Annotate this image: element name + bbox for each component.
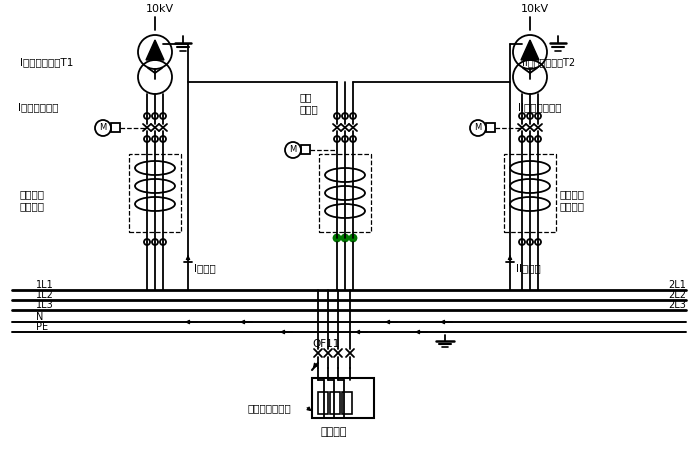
- Text: QF11: QF11: [312, 339, 340, 349]
- Circle shape: [527, 136, 533, 142]
- Text: 接地故障
电流检测: 接地故障 电流检测: [560, 189, 585, 211]
- Circle shape: [342, 234, 349, 242]
- Text: 10kV: 10kV: [521, 4, 549, 14]
- Circle shape: [519, 239, 525, 245]
- Bar: [319, 154, 371, 232]
- Circle shape: [527, 113, 533, 119]
- Bar: [312, 378, 374, 418]
- Text: M: M: [475, 124, 482, 132]
- Circle shape: [144, 239, 150, 245]
- Text: 2L2: 2L2: [668, 290, 686, 300]
- Circle shape: [144, 113, 150, 119]
- Text: 1L3: 1L3: [36, 300, 54, 310]
- Circle shape: [144, 136, 150, 142]
- Bar: [342, 392, 352, 414]
- Bar: [111, 123, 120, 132]
- Bar: [318, 392, 328, 414]
- Circle shape: [535, 136, 541, 142]
- Text: II段母线: II段母线: [516, 263, 540, 273]
- Circle shape: [349, 234, 356, 242]
- Circle shape: [342, 113, 348, 119]
- Text: I段进线断路器: I段进线断路器: [18, 102, 59, 112]
- Text: 2L1: 2L1: [668, 280, 686, 290]
- Bar: [486, 123, 495, 132]
- Text: 用电设备: 用电设备: [321, 427, 347, 437]
- Text: II段进线断路器: II段进线断路器: [518, 102, 561, 112]
- Polygon shape: [146, 40, 164, 60]
- Text: I段电力变压器T1: I段电力变压器T1: [20, 57, 74, 67]
- Text: 2L3: 2L3: [668, 300, 686, 310]
- Circle shape: [160, 113, 166, 119]
- Text: M: M: [289, 145, 297, 155]
- Circle shape: [535, 239, 541, 245]
- Polygon shape: [521, 40, 539, 60]
- Circle shape: [519, 113, 525, 119]
- Circle shape: [350, 113, 356, 119]
- Circle shape: [152, 136, 158, 142]
- Bar: [301, 145, 310, 154]
- Circle shape: [334, 136, 340, 142]
- Text: 单相接地故障点: 单相接地故障点: [248, 403, 292, 413]
- Text: 1L1: 1L1: [36, 280, 54, 290]
- Circle shape: [333, 234, 340, 242]
- Circle shape: [350, 136, 356, 142]
- Circle shape: [334, 113, 340, 119]
- Circle shape: [152, 113, 158, 119]
- Bar: [330, 392, 340, 414]
- Bar: [504, 154, 556, 232]
- Text: II段电力变压器T2: II段电力变压器T2: [522, 57, 575, 67]
- Text: I段母线: I段母线: [194, 263, 216, 273]
- Text: N: N: [36, 312, 43, 322]
- Circle shape: [527, 239, 533, 245]
- Text: M: M: [99, 124, 106, 132]
- Text: 母联
断路器: 母联 断路器: [299, 92, 318, 114]
- Text: 10kV: 10kV: [146, 4, 174, 14]
- Circle shape: [535, 113, 541, 119]
- Text: 1L2: 1L2: [36, 290, 54, 300]
- Bar: [129, 154, 181, 232]
- Circle shape: [342, 136, 348, 142]
- Circle shape: [160, 136, 166, 142]
- Circle shape: [152, 239, 158, 245]
- Text: PE: PE: [36, 322, 48, 332]
- Circle shape: [160, 239, 166, 245]
- Circle shape: [519, 136, 525, 142]
- Text: 接地故障
电流检测: 接地故障 电流检测: [20, 189, 45, 211]
